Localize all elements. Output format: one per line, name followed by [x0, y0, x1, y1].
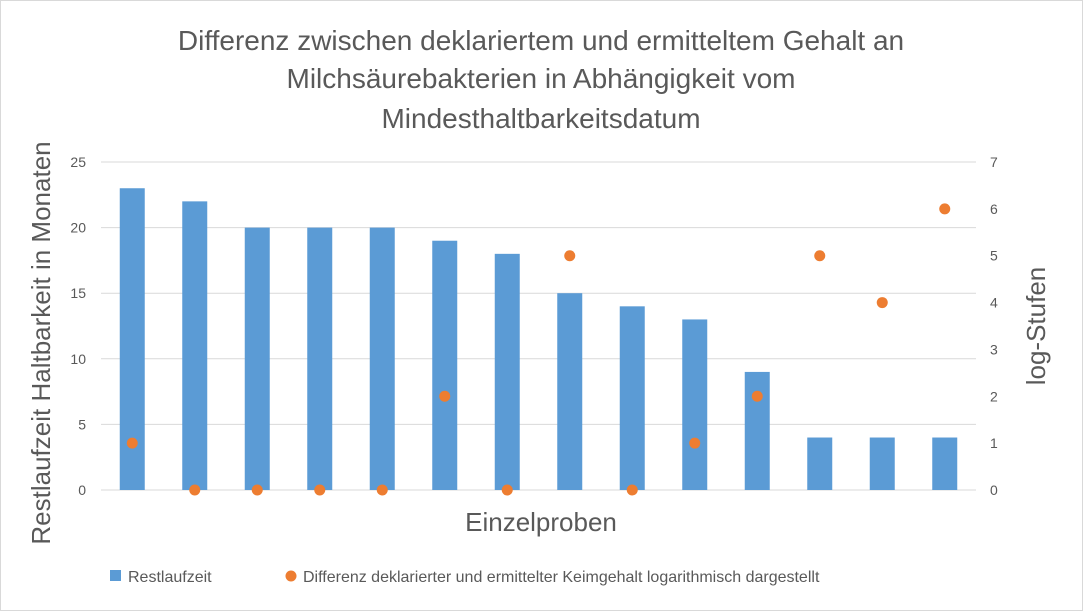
- data-point: [814, 250, 826, 262]
- data-point: [939, 203, 951, 215]
- chart-title: Differenz zwischen deklariertem und ermi…: [178, 25, 904, 134]
- bar: [494, 253, 520, 490]
- bar: [807, 437, 833, 490]
- y2-tick-label: 0: [990, 482, 998, 498]
- bar: [744, 371, 770, 490]
- data-point: [126, 437, 138, 449]
- data-point: [751, 390, 763, 402]
- legend-dot-swatch: [285, 570, 297, 582]
- data-point: [376, 484, 388, 496]
- bar: [932, 437, 958, 490]
- data-point: [689, 437, 701, 449]
- bar: [432, 240, 458, 490]
- y-tick-label: 5: [78, 416, 86, 432]
- y-axis-label: Restlaufzeit Haltbarkeit in Monaten: [26, 141, 56, 544]
- y-tick-label: 10: [70, 351, 86, 367]
- bar: [182, 201, 208, 491]
- y2-axis-ticks: 0 1 2 3 4 5 6 7: [990, 154, 998, 498]
- bar: [244, 227, 270, 490]
- scatter-series: [126, 203, 951, 496]
- data-point: [189, 484, 201, 496]
- legend: Restlaufzeit Differenz deklarierter und …: [110, 569, 820, 586]
- bar: [619, 306, 645, 490]
- data-point: [501, 484, 513, 496]
- y2-tick-label: 2: [990, 388, 998, 404]
- bar: [557, 293, 583, 490]
- legend-bar-swatch: [110, 570, 121, 581]
- bar: [869, 437, 895, 490]
- data-point: [564, 250, 576, 262]
- title-line-2: Milchsäurebakterien in Abhängigkeit vom: [287, 63, 796, 94]
- bar-series: [119, 188, 958, 491]
- bar: [307, 227, 333, 490]
- data-point: [876, 297, 888, 309]
- bar: [682, 319, 708, 490]
- data-point: [626, 484, 638, 496]
- y-tick-label: 25: [70, 154, 86, 170]
- y2-tick-label: 3: [990, 341, 998, 357]
- y2-tick-label: 5: [990, 248, 998, 264]
- y2-tick-label: 1: [990, 435, 998, 451]
- y2-tick-label: 6: [990, 201, 998, 217]
- y2-axis-label: log-Stufen: [1021, 267, 1051, 386]
- bar: [369, 227, 395, 490]
- y-axis-ticks: 0 5 10 15 20 25: [70, 154, 86, 498]
- y2-tick-label: 4: [990, 295, 998, 311]
- title-line-3: Mindesthaltbarkeitsdatum: [381, 103, 700, 134]
- y-tick-label: 0: [78, 482, 86, 498]
- data-point: [314, 484, 326, 496]
- y-tick-label: 20: [70, 220, 86, 236]
- y-tick-label: 15: [70, 285, 86, 301]
- data-point: [251, 484, 263, 496]
- y2-tick-label: 7: [990, 154, 998, 170]
- legend-label-differenz: Differenz deklarierter und ermittelter K…: [303, 569, 820, 586]
- data-point: [439, 390, 451, 402]
- legend-label-restlaufzeit: Restlaufzeit: [128, 569, 212, 586]
- gridlines: [101, 161, 976, 491]
- title-line-1: Differenz zwischen deklariertem und ermi…: [178, 25, 904, 56]
- x-axis-label: Einzelproben: [465, 507, 617, 537]
